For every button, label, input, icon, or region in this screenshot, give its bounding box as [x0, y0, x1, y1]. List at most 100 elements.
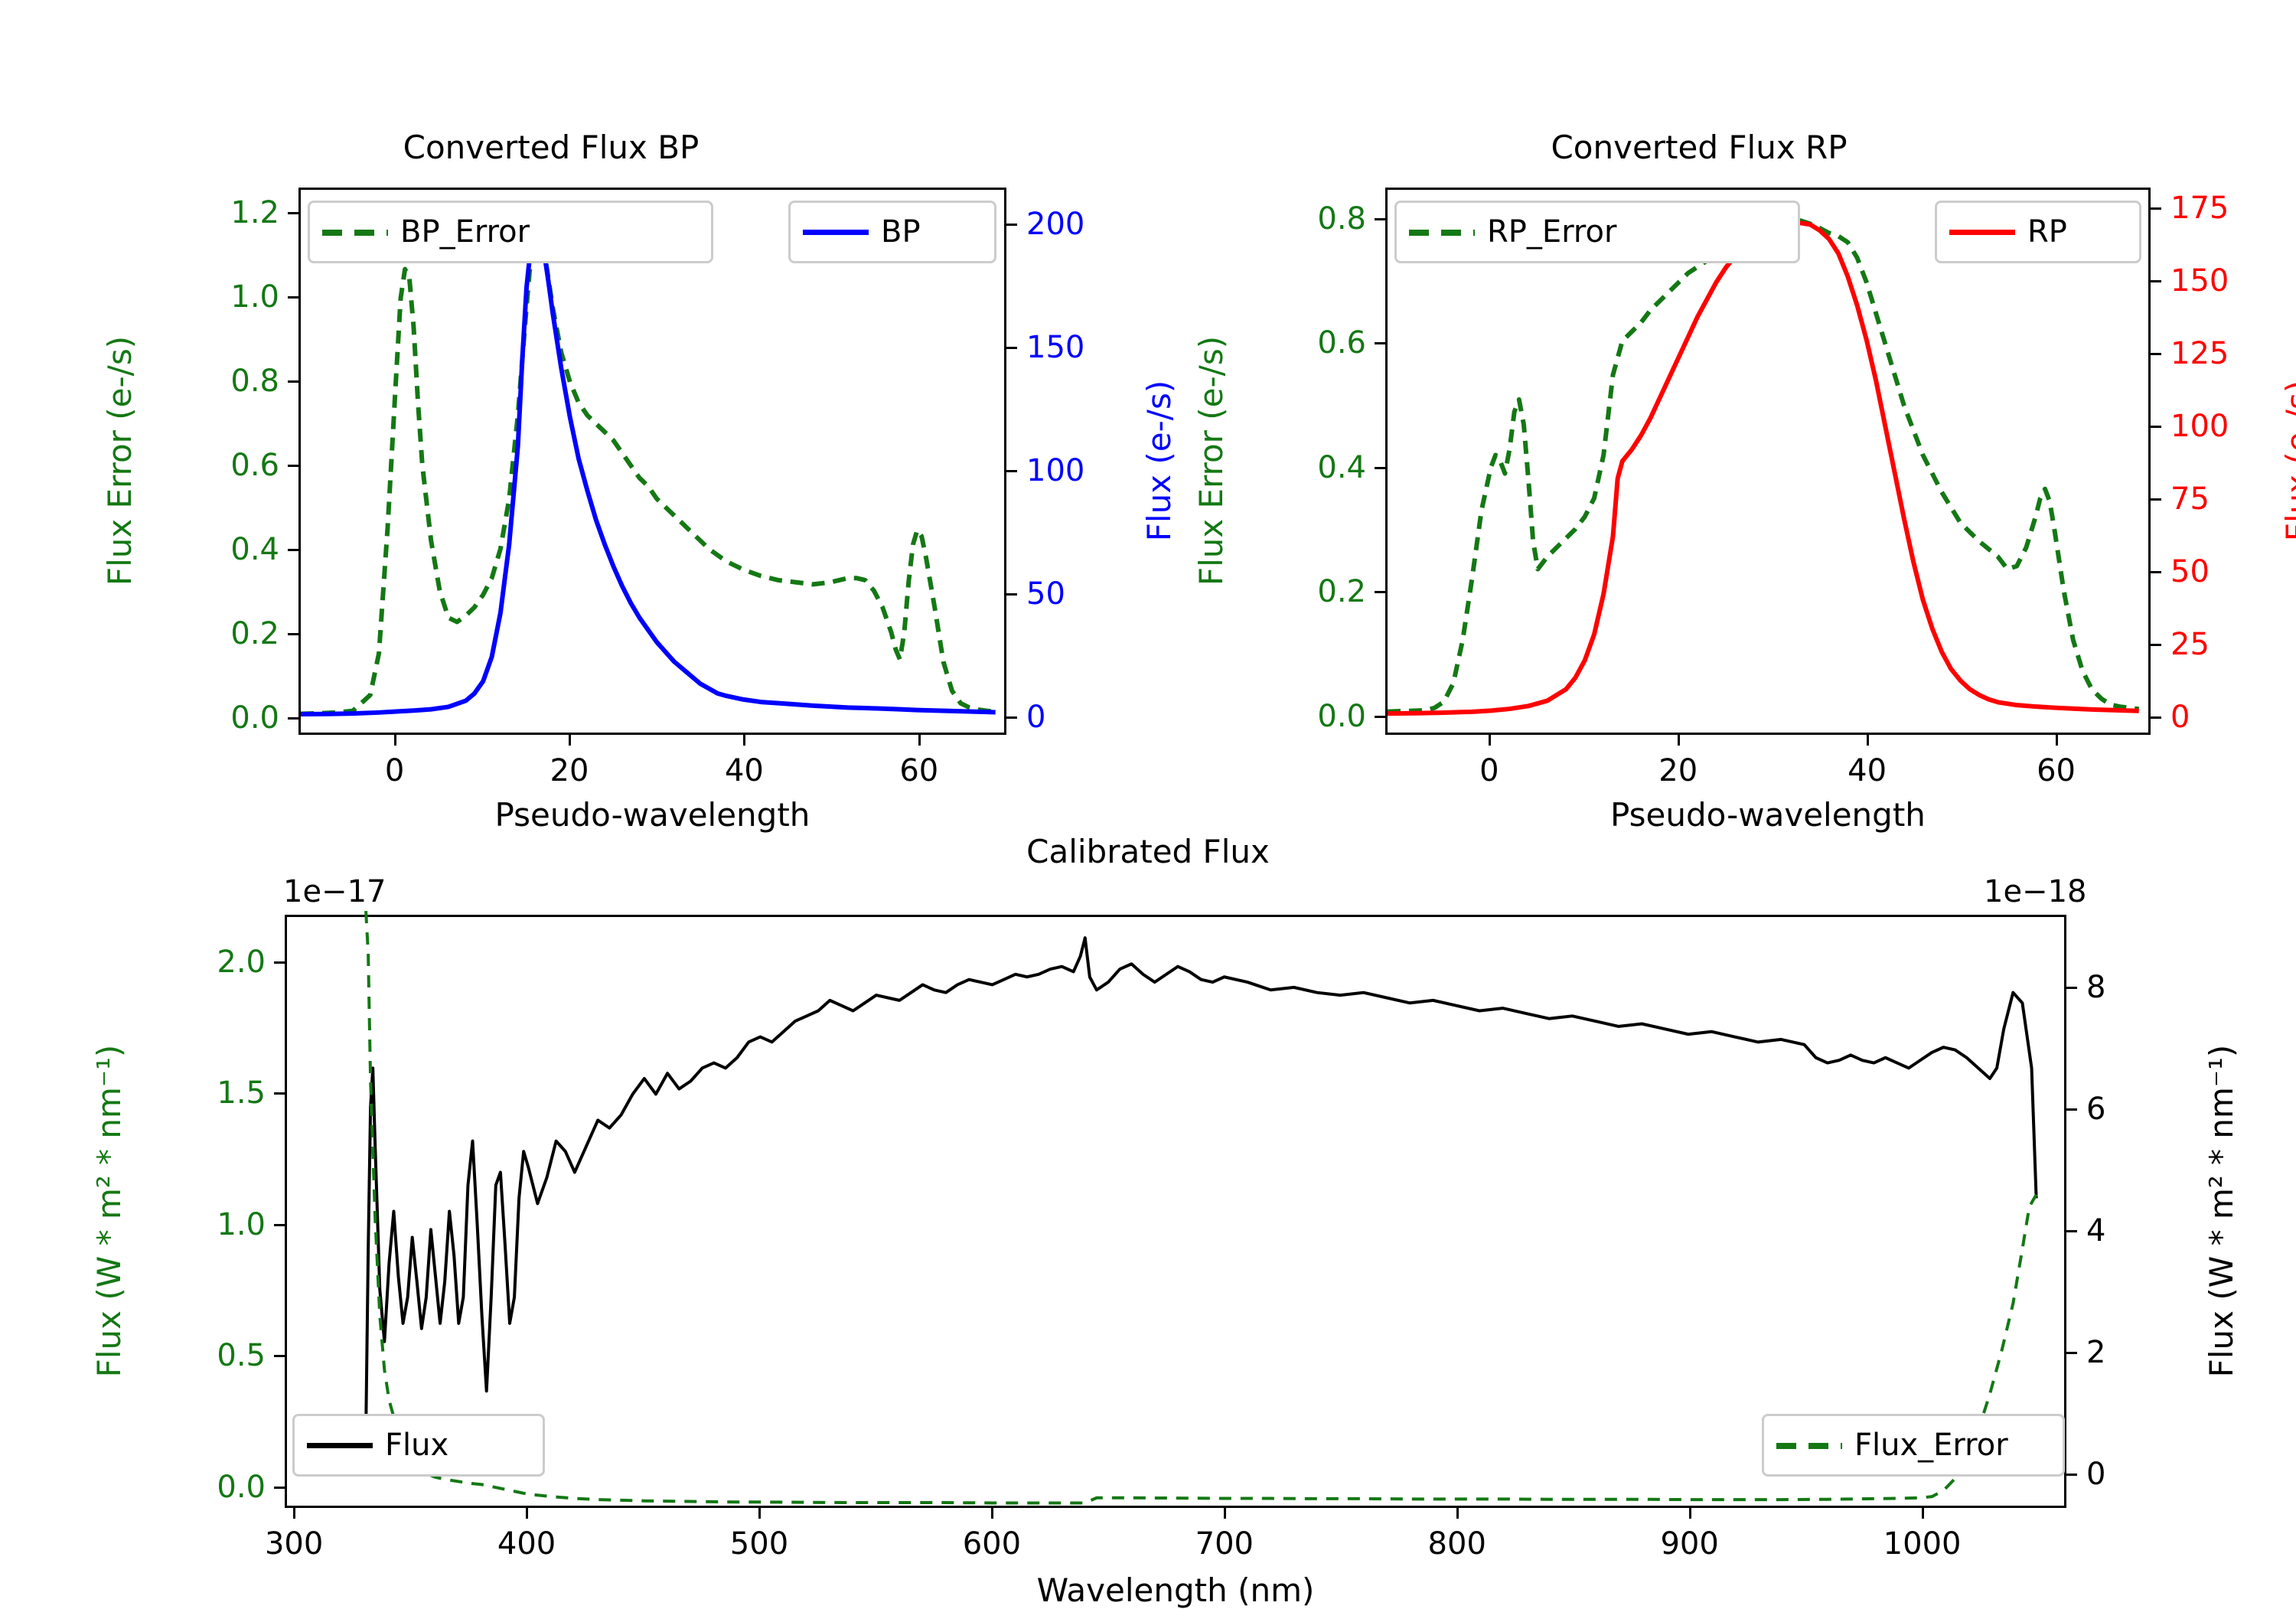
rp-ytick-right-label: 150 — [2170, 263, 2229, 299]
calibrated-ytick-left-mark — [274, 1092, 285, 1095]
bp-legend-error[interactable]: BP_Error — [308, 201, 713, 263]
calibrated-ytick-left-label: 1.5 — [217, 1075, 266, 1111]
solid-line-sample-icon — [307, 1442, 373, 1448]
bp-ytick-right-label: 50 — [1026, 576, 1065, 612]
rp-legend-flux-row: RP — [1949, 214, 2067, 250]
rp-ytick-right-mark — [2151, 716, 2161, 720]
panel-converted-flux-bp: Converted Flux BP 0 20 40 60 0.0 0.2 0.4 0.6 0.8… — [0, 0, 1178, 834]
bp-ytick-left-label: 1.2 — [230, 195, 279, 230]
bp-ytick-right-mark — [1006, 716, 1017, 720]
calibrated-xtick-mark — [293, 1508, 296, 1519]
calibrated-series-flux_error — [366, 911, 2037, 1503]
rp-ytick-right-mark — [2151, 644, 2161, 647]
rp-ytick-right-label: 50 — [2170, 554, 2210, 590]
rp-series-rp_error — [1388, 220, 2139, 711]
rp-ytick-left-label: 0.4 — [1317, 449, 1366, 485]
rp-ytick-right-mark — [2151, 425, 2161, 428]
bp-xtick-label: 0 — [384, 753, 405, 788]
bp-ytick-left-label: 0.4 — [230, 532, 279, 567]
rp-yaxis-left-title: Flux Error (e-/s) — [1192, 335, 1230, 586]
calibrated-ytick-left-label: 0.5 — [217, 1338, 266, 1374]
calibrated-xtick-mark — [1921, 1508, 1924, 1519]
calibrated-xtick-label: 500 — [729, 1526, 789, 1562]
rp-xtick-mark — [2055, 735, 2058, 746]
bp-ytick-right-label: 0 — [1026, 700, 1046, 736]
bp-xtick-mark — [569, 735, 571, 746]
rp-ytick-right-label: 125 — [2170, 335, 2229, 371]
dashed-line-sample-icon — [1409, 229, 1475, 236]
bp-ytick-left-mark — [288, 633, 298, 635]
calibrated-legend-error[interactable]: Flux_Error — [1762, 1414, 2065, 1477]
bp-ytick-left-mark — [288, 380, 298, 383]
panel-converted-flux-rp: Converted Flux RP 0 20 40 60 0.0 0.2 0.4 0.6 0.8… — [1148, 0, 2296, 834]
rp-ytick-right-mark — [2151, 207, 2161, 210]
bp-ytick-right-mark — [1006, 593, 1017, 596]
rp-xtick-label: 0 — [1479, 753, 1499, 788]
bp-ytick-left-label: 1.0 — [230, 279, 279, 315]
rp-ytick-left-mark — [1375, 715, 1385, 718]
calibrated-legend-error-label: Flux_Error — [1854, 1428, 2008, 1463]
calibrated-ytick-left-label: 1.0 — [217, 1206, 266, 1242]
calibrated-plot-title: Calibrated Flux — [1026, 833, 1270, 870]
rp-series-rp — [1388, 223, 2139, 713]
rp-xtick-mark — [1488, 735, 1491, 746]
rp-xtick-label: 40 — [1848, 753, 1887, 788]
calibrated-left-offset-exponent: 1e−17 — [283, 874, 386, 909]
rp-ytick-left-label: 0.0 — [1317, 698, 1366, 734]
bp-plot-area — [301, 190, 1004, 733]
rp-ytick-left-mark — [1375, 591, 1385, 594]
rp-ytick-right-mark — [2151, 498, 2161, 501]
rp-ytick-right-label: 25 — [2170, 627, 2210, 663]
rp-ytick-right-mark — [2151, 571, 2161, 574]
rp-ytick-left-mark — [1375, 342, 1385, 345]
bp-xtick-mark — [743, 735, 746, 746]
dashed-line-sample-icon — [322, 229, 388, 236]
calibrated-xtick-label: 300 — [264, 1526, 324, 1562]
bp-legend-flux-label: BP — [881, 214, 921, 250]
bp-ytick-left-label: 0.8 — [230, 364, 279, 399]
bp-ytick-left-label: 0.6 — [230, 448, 279, 483]
calibrated-xtick-mark — [990, 1508, 993, 1519]
bp-xtick-mark — [393, 735, 396, 746]
bp-ytick-left-mark — [288, 717, 298, 720]
calibrated-xaxis-title: Wavelength (nm) — [1036, 1571, 1315, 1609]
calibrated-ytick-right-mark — [2066, 1230, 2077, 1233]
bp-ytick-right-label: 100 — [1026, 453, 1085, 489]
calibrated-legend-error-row: Flux_Error — [1776, 1428, 2008, 1463]
calibrated-legend-flux-label: Flux — [385, 1428, 449, 1463]
bp-ytick-right-label: 200 — [1026, 207, 1085, 243]
rp-yaxis-right-title: Flux (e-/s) — [2279, 380, 2296, 542]
calibrated-yaxis-right-title: Flux (W * m² * nm⁻¹) — [2203, 1044, 2240, 1378]
bp-plot-title: Converted Flux BP — [403, 129, 700, 166]
bp-xtick-label: 40 — [724, 753, 764, 788]
bp-xtick-mark — [918, 735, 921, 746]
calibrated-series-flux — [366, 938, 2037, 1433]
bp-ytick-right-label: 150 — [1026, 330, 1085, 366]
bp-legend-flux-row: BP — [803, 214, 921, 250]
rp-axes — [1385, 188, 2151, 735]
rp-ytick-right-mark — [2151, 352, 2161, 355]
bp-legend-flux[interactable]: BP — [788, 201, 996, 263]
calibrated-plot-area — [287, 917, 2064, 1506]
bp-yaxis-left-title: Flux Error (e-/s) — [101, 335, 139, 586]
rp-ytick-left-mark — [1375, 466, 1385, 469]
bp-ytick-left-mark — [288, 296, 298, 299]
rp-legend-flux[interactable]: RP — [1935, 201, 2141, 263]
rp-legend-error[interactable]: RP_Error — [1394, 201, 1800, 263]
bp-xaxis-title: Pseudo-wavelength — [494, 796, 810, 834]
bp-ytick-right-mark — [1006, 347, 1017, 350]
calibrated-ytick-left-mark — [274, 1223, 285, 1226]
rp-legend-flux-label: RP — [2027, 214, 2067, 250]
calibrated-ytick-right-label: 8 — [2086, 970, 2106, 1006]
calibrated-xtick-mark — [526, 1508, 529, 1519]
calibrated-ytick-left-mark — [274, 961, 285, 964]
calibrated-legend-flux-row: Flux — [307, 1428, 448, 1463]
calibrated-legend-flux[interactable]: Flux — [292, 1414, 545, 1477]
dashed-line-sample-icon — [1776, 1442, 1842, 1449]
calibrated-xtick-label: 1000 — [1883, 1526, 1962, 1562]
calibrated-right-offset-exponent: 1e−18 — [1984, 874, 2087, 909]
calibrated-ytick-left-mark — [274, 1355, 285, 1358]
calibrated-ytick-right-mark — [2066, 1352, 2077, 1355]
calibrated-xtick-label: 900 — [1660, 1526, 1719, 1562]
